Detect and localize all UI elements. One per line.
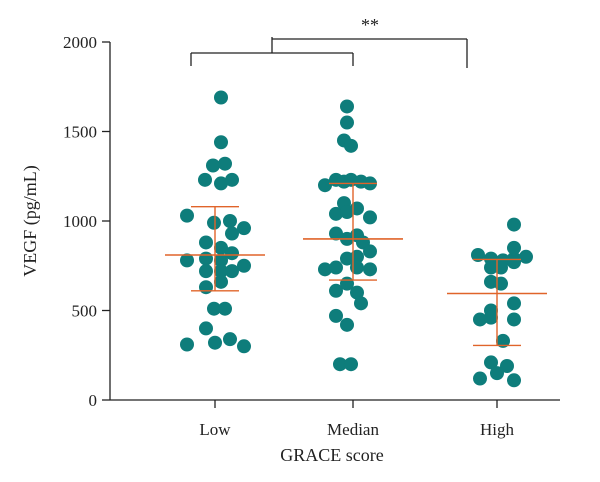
data-point-median — [344, 357, 358, 372]
x-tick-label-median: Median — [327, 420, 379, 439]
data-point-low — [199, 251, 213, 266]
data-point-high — [507, 373, 521, 388]
data-point-median — [329, 206, 343, 221]
data-point-low — [237, 221, 251, 236]
data-point-high — [507, 217, 521, 232]
data-point-high — [473, 312, 487, 327]
data-point-high — [500, 358, 514, 373]
data-point-low — [180, 253, 194, 268]
data-point-high — [484, 310, 498, 325]
data-point-median — [340, 99, 354, 114]
data-point-low — [180, 337, 194, 352]
data-point-high — [496, 333, 510, 348]
y-axis-title: VEGF (pg/mL) — [20, 165, 41, 277]
data-point-median — [350, 260, 364, 275]
data-point-high — [507, 255, 521, 270]
data-point-low — [214, 90, 228, 105]
data-point-low — [218, 301, 232, 316]
data-point-median — [340, 317, 354, 332]
data-point-median — [318, 178, 332, 193]
data-point-low — [214, 240, 228, 255]
data-point-high — [494, 276, 508, 291]
data-point-low — [214, 274, 228, 289]
data-point-median — [350, 285, 364, 300]
data-point-median — [363, 244, 377, 259]
data-point-low — [214, 176, 228, 191]
data-point-high — [507, 240, 521, 255]
x-axis: Low Median High — [110, 399, 560, 439]
data-point-low — [214, 253, 228, 268]
data-point-high — [473, 371, 487, 386]
data-point-low — [208, 335, 222, 350]
data-point-low — [199, 264, 213, 279]
data-point-median — [344, 138, 358, 153]
y-tick-label: 0 — [89, 391, 98, 410]
data-point-high — [519, 249, 533, 264]
data-point-high — [484, 355, 498, 370]
significance-bracket: ** — [190, 15, 468, 68]
data-point-median — [340, 115, 354, 130]
data-point-low — [237, 339, 251, 354]
data-point-low — [225, 246, 239, 261]
data-point-median — [340, 205, 354, 220]
data-point-median — [329, 226, 343, 241]
x-tick-label-high: High — [480, 420, 515, 439]
data-point-low — [225, 226, 239, 241]
y-tick-label: 500 — [72, 302, 98, 321]
data-point-low — [237, 258, 251, 273]
data-point-median — [333, 357, 347, 372]
data-point-low — [198, 172, 212, 187]
data-point-median — [329, 308, 343, 323]
data-point-low — [223, 214, 237, 228]
data-point-median — [363, 210, 377, 225]
data-point-low — [206, 158, 220, 173]
data-point-high — [490, 366, 504, 381]
data-point-low — [218, 156, 232, 171]
data-point-high — [507, 296, 521, 311]
data-point-low — [214, 135, 228, 150]
x-tick-label-low: Low — [199, 420, 231, 439]
y-axis: 0 500 1000 1500 2000 — [63, 33, 111, 410]
y-tick-label: 2000 — [63, 33, 97, 52]
data-point-low — [207, 301, 221, 316]
data-point-low — [225, 264, 239, 279]
y-tick-label: 1000 — [63, 212, 97, 231]
error-bars — [165, 182, 547, 347]
data-point-low — [199, 280, 213, 295]
data-point-high — [507, 312, 521, 327]
data-point-median — [363, 262, 377, 277]
data-point-high — [471, 248, 485, 263]
data-point-median — [318, 262, 332, 277]
y-tick-label: 1500 — [63, 123, 97, 142]
data-point-high — [496, 253, 510, 268]
data-point-low — [225, 172, 239, 187]
data-point-high — [484, 260, 498, 275]
data-point-low — [199, 321, 213, 336]
data-point-low — [207, 215, 221, 230]
data-point-median — [354, 296, 368, 311]
significance-label: ** — [361, 15, 379, 35]
data-point-low — [223, 332, 237, 347]
data-point-median — [329, 283, 343, 298]
data-point-low — [180, 208, 194, 223]
x-axis-title: GRACE score — [280, 445, 383, 465]
data-point-median — [329, 260, 343, 275]
data-point-low — [199, 235, 213, 250]
data-point-low — [214, 264, 228, 279]
